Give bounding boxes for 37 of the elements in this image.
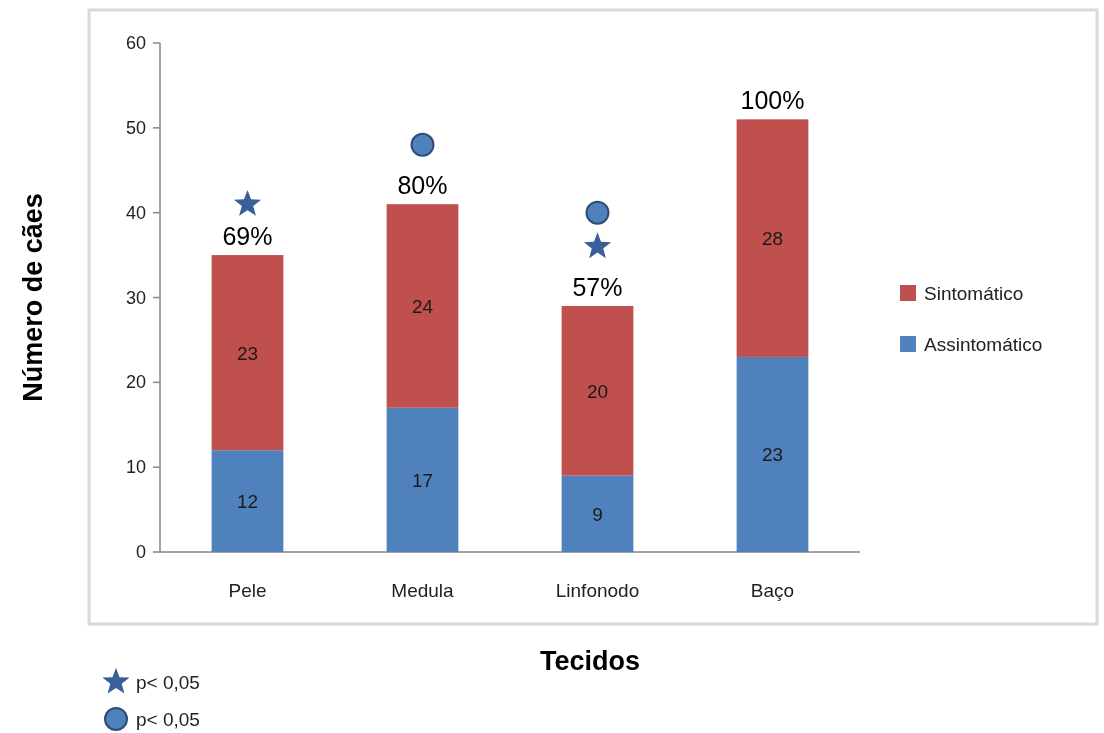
legend-label: Assintomático	[924, 334, 1043, 355]
annotation: 100%	[740, 86, 805, 115]
y-tick-label: 30	[125, 287, 146, 308]
annotation: 57%	[572, 272, 623, 301]
y-tick-label: 40	[125, 202, 146, 223]
data-label: 9	[592, 503, 603, 525]
x-tick-label: Pele	[228, 580, 267, 601]
x-tick-label: Baço	[750, 580, 795, 601]
data-label: 23	[761, 444, 784, 466]
data-label: 12	[236, 491, 259, 513]
data-label: 24	[411, 295, 434, 317]
y-tick-label: 0	[135, 542, 146, 562]
bar	[561, 305, 634, 476]
bar	[736, 119, 809, 357]
y-tick-label: 60	[125, 33, 146, 53]
legend-label: p< 0,05	[136, 709, 200, 730]
y-axis-title: Número de cães	[18, 193, 48, 402]
y-tick-label: 10	[125, 457, 146, 478]
legend-label: p< 0,05	[136, 672, 200, 693]
y-tick-label: 50	[125, 117, 146, 138]
bar	[561, 475, 634, 552]
bar	[736, 356, 809, 552]
annotation: 80%	[397, 171, 448, 200]
data-label: 20	[586, 380, 609, 402]
data-label: 28	[761, 228, 784, 250]
bar	[211, 450, 284, 552]
annotation: 69%	[222, 222, 273, 251]
bar	[211, 255, 284, 451]
data-label: 17	[411, 469, 434, 491]
bar	[386, 204, 459, 408]
legend-label: Sintomático	[924, 283, 1024, 304]
x-tick-label: Medula	[391, 580, 455, 601]
y-tick-label: 20	[125, 372, 146, 393]
x-axis-title: Tecidos	[539, 646, 641, 676]
data-label: 23	[236, 342, 259, 364]
bar	[386, 407, 459, 552]
x-tick-label: Linfonodo	[555, 580, 640, 601]
